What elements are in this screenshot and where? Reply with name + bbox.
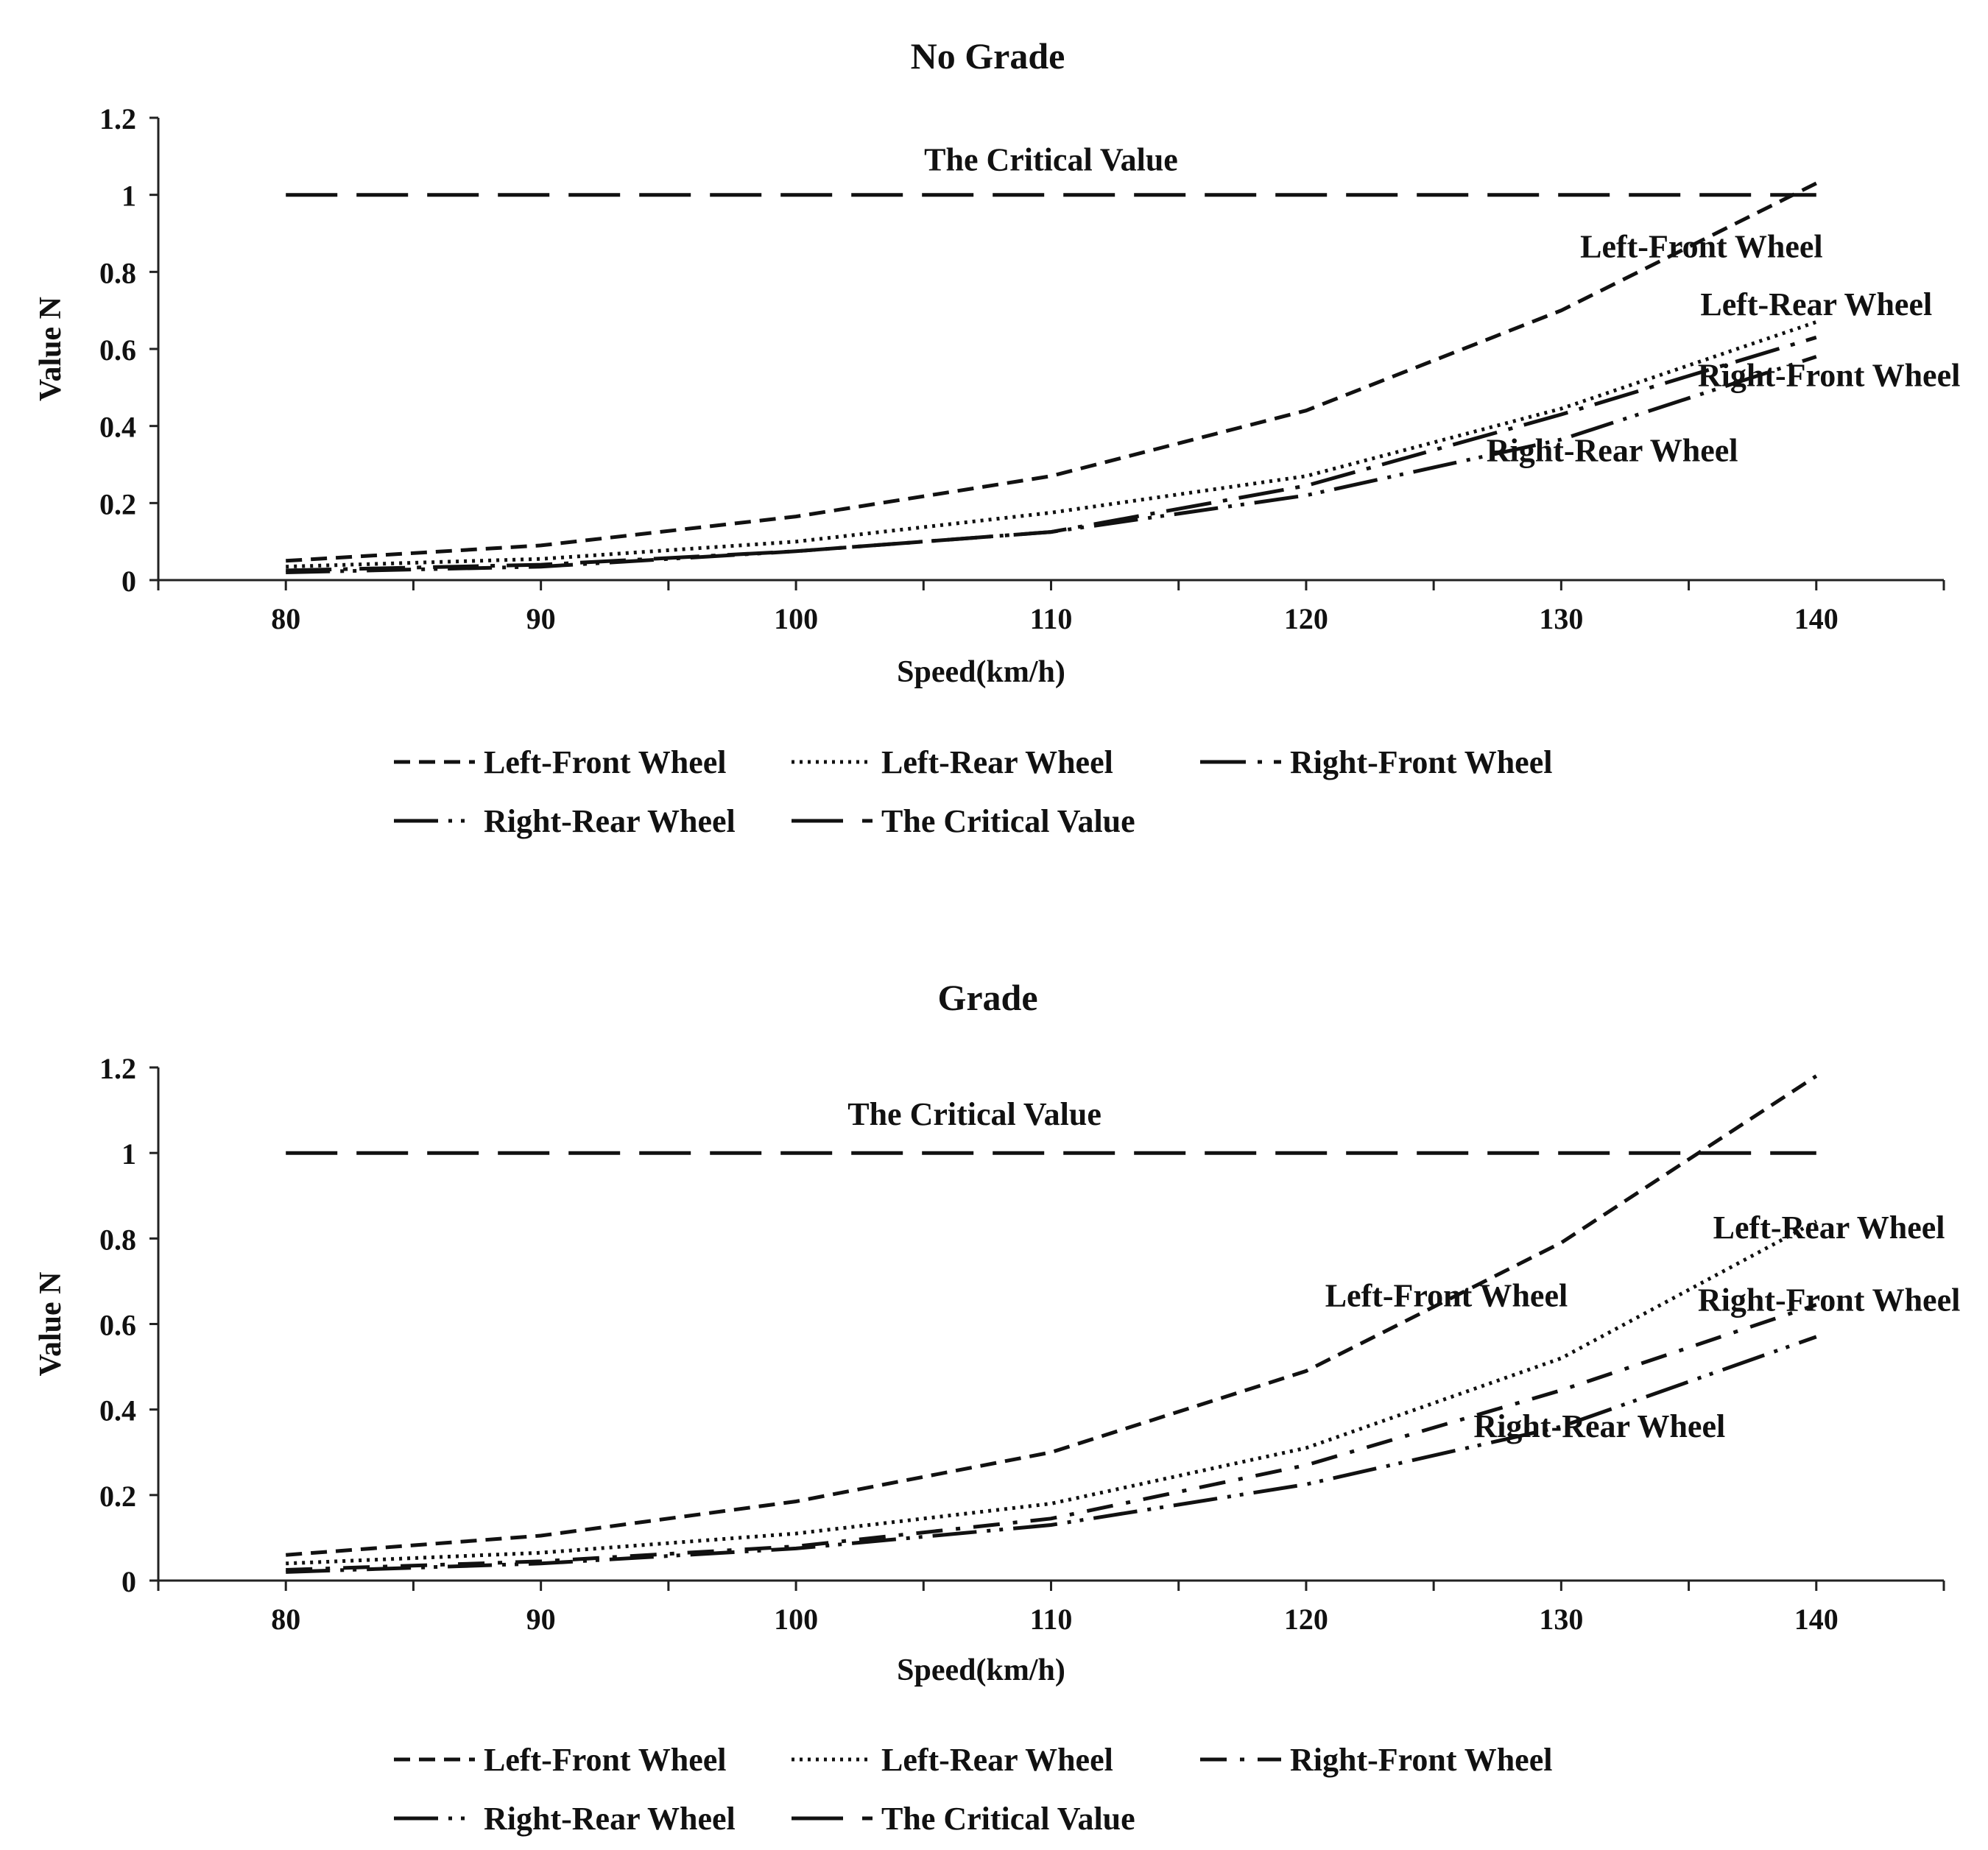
y-tick-label: 1 <box>121 1137 136 1171</box>
y-axis-label: Value N <box>34 297 68 401</box>
annotation-left-rear-wheel: Left-Rear Wheel <box>1713 1210 1945 1246</box>
series-line-right-rear-wheel <box>286 355 1817 574</box>
annotation-the-critical-value: The Critical Value <box>847 1096 1101 1132</box>
legend-label-right-rear-wheel: Right-Rear Wheel <box>484 1801 736 1837</box>
series-line-right-rear-wheel <box>286 1335 1817 1574</box>
series-line-left-rear-wheel <box>286 320 1817 569</box>
y-tick-label: 1 <box>121 180 136 213</box>
annotation-left-front-wheel: Left-Front Wheel <box>1325 1278 1568 1314</box>
legend-label-left-front-wheel: Left-Front Wheel <box>484 744 727 780</box>
legend-label-right-front-wheel: Right-Front Wheel <box>1290 744 1552 780</box>
x-tick-label: 80 <box>271 602 300 635</box>
x-tick-label: 120 <box>1284 1603 1328 1636</box>
chart-title: Grade <box>937 977 1037 1018</box>
y-tick-label: 0.6 <box>99 333 136 367</box>
legend: Left-Front Wheel Left-Rear Wheel Right-Fro… <box>394 744 1552 839</box>
legend-label-left-rear-wheel: Left-Rear Wheel <box>881 1742 1113 1778</box>
x-tick-label: 90 <box>526 1603 556 1636</box>
y-tick-label: 0.4 <box>99 411 136 444</box>
x-axis-label: Speed(km/h) <box>897 1653 1065 1687</box>
y-tick-label: 1.2 <box>99 102 136 135</box>
x-tick-label: 120 <box>1284 602 1328 635</box>
y-tick-label: 0.8 <box>99 1223 136 1256</box>
x-tick-label: 130 <box>1539 602 1583 635</box>
annotation-left-rear-wheel: Left-Rear Wheel <box>1700 286 1932 322</box>
series-line-left-front-wheel <box>286 1074 1818 1557</box>
annotation-right-front-wheel: Right-Front Wheel <box>1698 358 1960 394</box>
y-tick-label: 0 <box>121 565 136 598</box>
legend-label-left-front-wheel: Left-Front Wheel <box>484 1742 727 1778</box>
y-tick-label: 0.8 <box>99 256 136 289</box>
y-tick-label: 0.2 <box>99 487 136 520</box>
series-line-left-front-wheel <box>286 181 1817 563</box>
chart-title: No Grade <box>911 35 1065 77</box>
x-tick-label: 110 <box>1030 602 1073 635</box>
annotation-left-front-wheel: Left-Front Wheel <box>1580 228 1823 264</box>
x-tick-label: 130 <box>1539 1603 1583 1636</box>
x-tick-label: 90 <box>526 602 556 635</box>
chart-panel-1: No Grade 0 0.2 0.4 0.6 0.8 1 1.2 80 90 100 110 120 13… <box>34 35 1960 839</box>
annotation-right-rear-wheel: Right-Rear Wheel <box>1487 433 1738 469</box>
y-tick-label: 0.2 <box>99 1480 136 1513</box>
y-tick-label: 1.2 <box>99 1052 136 1085</box>
legend: Left-Front Wheel Left-Rear Wheel Right-Fro… <box>394 1742 1552 1837</box>
x-tick-label: 100 <box>774 1603 818 1636</box>
legend-label-right-rear-wheel: Right-Rear Wheel <box>484 803 736 839</box>
y-tick-label: 0 <box>121 1565 136 1598</box>
x-axis-label: Speed(km/h) <box>897 655 1065 689</box>
legend-label-left-rear-wheel: Left-Rear Wheel <box>881 744 1113 780</box>
legend-label-the-critical-value: The Critical Value <box>881 1801 1135 1837</box>
annotation-the-critical-value: The Critical Value <box>924 142 1178 178</box>
series-line-right-front-wheel <box>286 1303 1817 1572</box>
annotation-right-rear-wheel: Right-Rear Wheel <box>1473 1408 1725 1444</box>
x-tick-label: 110 <box>1030 1603 1073 1636</box>
x-tick-label: 140 <box>1794 602 1839 635</box>
x-tick-label: 80 <box>271 1603 300 1636</box>
legend-label-right-front-wheel: Right-Front Wheel <box>1290 1742 1552 1778</box>
legend-label-the-critical-value: The Critical Value <box>881 803 1135 839</box>
x-tick-label: 140 <box>1794 1603 1839 1636</box>
y-tick-label: 0.6 <box>99 1309 136 1342</box>
chart-panel-2: Grade 0 0.2 0.4 0.6 0.8 1 1.2 80 90 100 110 120 130 14… <box>34 977 1960 1837</box>
y-axis-label: Value N <box>34 1272 68 1377</box>
series-line-left-rear-wheel <box>286 1219 1817 1566</box>
x-tick-label: 100 <box>774 602 818 635</box>
y-tick-label: 0.4 <box>99 1394 136 1427</box>
annotation-right-front-wheel: Right-Front Wheel <box>1698 1282 1960 1318</box>
